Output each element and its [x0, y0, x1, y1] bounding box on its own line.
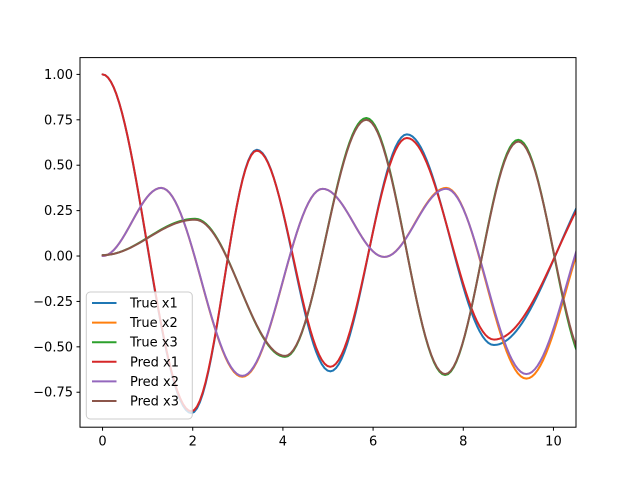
y-tick-label: 0.00 — [44, 250, 73, 265]
x-tick-label: 8 — [459, 435, 467, 450]
x-tick-label: 2 — [189, 435, 197, 450]
x-tick-label: 10 — [545, 435, 562, 450]
series-line-pred-x3 — [101, 118, 576, 376]
legend-label: True x3 — [129, 336, 178, 351]
legend: True x1 True x2 True x3 Pred x1 Pred x2 Pred … — [85, 291, 193, 420]
y-tick-label: −0.25 — [33, 295, 73, 310]
x-tick-label: 0 — [98, 435, 106, 450]
y-tick-label: 1.00 — [44, 68, 73, 83]
legend-label: True x1 — [129, 297, 178, 312]
axes-frame — [79, 57, 577, 428]
y-tick-label: 0.75 — [44, 113, 73, 128]
legend-label: Pred x3 — [130, 395, 179, 410]
x-tick-label: 6 — [369, 435, 377, 450]
series-line-pred-x2 — [101, 186, 576, 377]
axes-ticks-layer: 0 2 4 6 8 10 1.00 0.75 0.50 0.25 0.00 −0.25 −0.50 −0.… — [33, 68, 562, 450]
y-tick-label: 0.50 — [44, 159, 73, 174]
y-tick-label: 0.25 — [44, 204, 73, 219]
y-tick-label: −0.75 — [33, 386, 73, 401]
legend-box — [85, 291, 193, 420]
y-tick-label: −0.50 — [33, 340, 73, 355]
x-tick-label: 4 — [279, 435, 287, 450]
axes-frame-layer — [79, 57, 577, 428]
legend-label: Pred x1 — [130, 355, 179, 370]
legend-label: Pred x2 — [130, 375, 179, 390]
legend-label: True x2 — [129, 316, 178, 331]
